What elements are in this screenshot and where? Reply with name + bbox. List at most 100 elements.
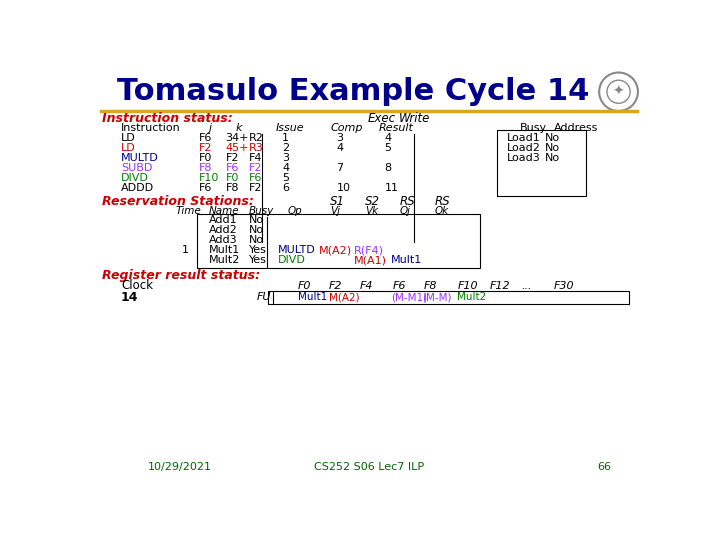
Text: No: No: [249, 215, 264, 225]
Text: Mult2: Mult2: [209, 255, 240, 265]
Text: Clock: Clock: [121, 279, 153, 292]
Text: Address: Address: [554, 123, 598, 133]
Text: F6: F6: [225, 163, 239, 173]
Text: 10: 10: [336, 183, 351, 193]
Text: RS: RS: [435, 195, 451, 208]
Text: MULTD: MULTD: [277, 245, 315, 255]
Text: 4: 4: [282, 163, 289, 173]
Text: Instruction: Instruction: [121, 123, 181, 133]
Text: F2: F2: [249, 183, 262, 193]
Text: 7: 7: [336, 163, 343, 173]
Text: Time: Time: [175, 206, 201, 216]
Text: Qj: Qj: [400, 206, 411, 216]
Text: R(F4): R(F4): [354, 245, 384, 255]
Text: F10: F10: [458, 281, 479, 291]
Text: Mult1: Mult1: [391, 255, 422, 265]
Text: M(A1): M(A1): [354, 255, 387, 265]
Text: DIVD: DIVD: [121, 173, 149, 183]
Text: F0: F0: [297, 281, 311, 291]
Text: Yes: Yes: [249, 245, 266, 255]
Text: Instruction status:: Instruction status:: [102, 112, 233, 125]
Text: F2: F2: [225, 153, 239, 163]
Text: F8: F8: [199, 163, 212, 173]
Text: 1: 1: [282, 133, 289, 143]
Text: 6: 6: [282, 183, 289, 193]
Text: (M-M1): (M-M1): [391, 292, 427, 302]
Text: Reservation Stations:: Reservation Stations:: [102, 195, 254, 208]
Text: 66: 66: [598, 462, 611, 472]
Text: Load2: Load2: [507, 143, 541, 153]
Text: Result: Result: [379, 123, 414, 133]
Text: DIVD: DIVD: [277, 255, 305, 265]
Text: No: No: [249, 235, 264, 245]
Text: Load1: Load1: [507, 133, 541, 143]
Text: No: No: [249, 225, 264, 235]
Text: LD: LD: [121, 133, 136, 143]
Text: Load3: Load3: [507, 153, 541, 163]
Text: F30: F30: [554, 281, 574, 291]
Text: F0: F0: [225, 173, 239, 183]
Text: 1: 1: [181, 245, 189, 255]
Text: ✦: ✦: [613, 85, 624, 99]
Text: ADDD: ADDD: [121, 183, 154, 193]
Text: F8: F8: [423, 281, 437, 291]
Text: 10/29/2021: 10/29/2021: [148, 462, 212, 472]
Text: 8: 8: [384, 163, 392, 173]
Text: Mult1: Mult1: [209, 245, 240, 255]
Text: 3: 3: [336, 133, 343, 143]
Text: 14: 14: [121, 291, 138, 304]
Text: CS252 S06 Lec7 ILP: CS252 S06 Lec7 ILP: [314, 462, 424, 472]
Text: j: j: [208, 123, 211, 133]
Text: No: No: [545, 133, 560, 143]
Text: F6: F6: [249, 173, 262, 183]
Text: RS: RS: [400, 195, 415, 208]
Text: Add1: Add1: [209, 215, 237, 225]
Text: 5: 5: [384, 143, 392, 153]
Text: F10: F10: [199, 173, 219, 183]
Text: F0: F0: [199, 153, 212, 163]
Text: ...: ...: [522, 281, 532, 291]
Text: LD: LD: [121, 143, 136, 153]
Text: Mult1: Mult1: [297, 292, 327, 302]
Text: k: k: [235, 123, 242, 133]
Text: Busy: Busy: [520, 123, 547, 133]
Text: Tomasulo Example Cycle 14: Tomasulo Example Cycle 14: [117, 77, 590, 106]
Text: F6: F6: [199, 183, 212, 193]
Text: No: No: [545, 143, 560, 153]
Text: Comp: Comp: [330, 123, 363, 133]
Text: Write: Write: [398, 112, 430, 125]
Text: R2: R2: [249, 133, 264, 143]
Text: No: No: [545, 153, 560, 163]
Text: MULTD: MULTD: [121, 153, 158, 163]
Text: F12: F12: [490, 281, 510, 291]
Text: F8: F8: [225, 183, 239, 193]
Text: Issue: Issue: [276, 123, 305, 133]
Text: M(A2): M(A2): [319, 245, 352, 255]
Text: 2: 2: [282, 143, 289, 153]
Text: Vk: Vk: [365, 206, 378, 216]
Text: Qk: Qk: [435, 206, 449, 216]
Text: F6: F6: [392, 281, 406, 291]
Text: F6: F6: [199, 133, 212, 143]
Text: S1: S1: [330, 195, 346, 208]
Text: 5: 5: [282, 173, 289, 183]
Text: Register result status:: Register result status:: [102, 269, 261, 282]
Text: S2: S2: [365, 195, 380, 208]
Text: 11: 11: [384, 183, 398, 193]
Text: Name: Name: [209, 206, 239, 216]
Text: 4: 4: [384, 133, 392, 143]
Text: (M-M): (M-M): [422, 292, 451, 302]
Text: Mult2: Mult2: [456, 292, 486, 302]
Text: SUBD: SUBD: [121, 163, 153, 173]
Text: F2: F2: [199, 143, 212, 153]
Text: F4: F4: [360, 281, 373, 291]
Text: R3: R3: [249, 143, 264, 153]
Text: Add2: Add2: [209, 225, 238, 235]
Text: Op: Op: [287, 206, 302, 216]
Text: 45+: 45+: [225, 143, 249, 153]
Text: Busy: Busy: [249, 206, 274, 216]
Text: Vj: Vj: [330, 206, 341, 216]
Text: Exec: Exec: [367, 112, 395, 125]
Text: F2: F2: [249, 163, 262, 173]
Text: 3: 3: [282, 153, 289, 163]
